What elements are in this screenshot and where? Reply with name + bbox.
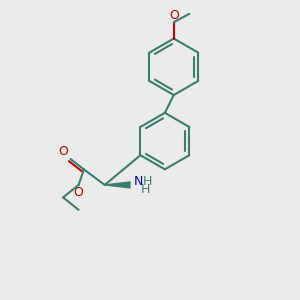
- Text: O: O: [73, 185, 83, 199]
- Text: O: O: [169, 9, 179, 22]
- Text: H: H: [142, 175, 152, 188]
- Text: O: O: [58, 145, 68, 158]
- Text: H: H: [141, 183, 150, 196]
- Polygon shape: [105, 182, 130, 188]
- Text: N: N: [134, 175, 143, 188]
